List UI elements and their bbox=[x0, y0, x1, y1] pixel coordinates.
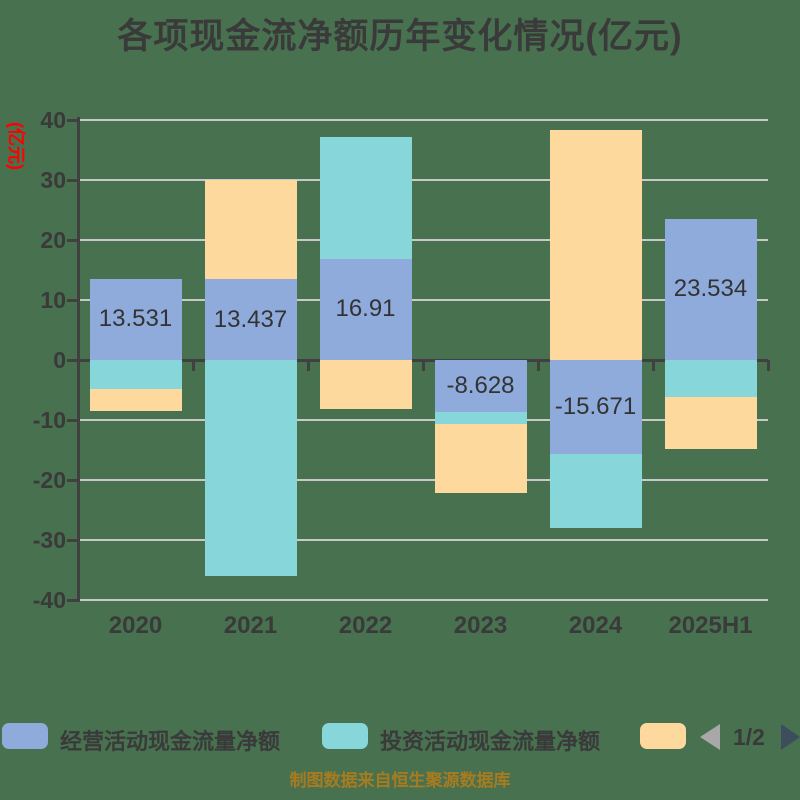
gridline bbox=[78, 419, 768, 421]
bar-2024-series1[interactable] bbox=[549, 360, 642, 455]
gridline bbox=[78, 179, 768, 181]
bar-value-label: 23.534 bbox=[673, 275, 748, 303]
bar-2024-series2[interactable] bbox=[549, 454, 642, 528]
y-axis-tick-label: -30 bbox=[32, 527, 66, 553]
data-source-note: 制图数据来自恒生聚源数据库 bbox=[289, 771, 511, 790]
x-axis-tick bbox=[767, 360, 770, 371]
bar-2021-series2[interactable] bbox=[204, 360, 297, 576]
x-axis-label-2024: 2024 bbox=[568, 612, 623, 639]
bar-2025H1-series1[interactable] bbox=[664, 218, 757, 360]
legend-swatch-financing[interactable] bbox=[640, 723, 686, 749]
bar-2022-series1[interactable] bbox=[319, 258, 412, 360]
legend-page-indicator: 1/2 bbox=[733, 724, 765, 750]
gridline bbox=[78, 539, 768, 541]
y-axis-tick bbox=[67, 359, 77, 362]
bar-2023-series2[interactable] bbox=[434, 411, 527, 424]
bar-2024-series3[interactable] bbox=[549, 129, 642, 360]
bar-2020-series2[interactable] bbox=[89, 360, 182, 390]
x-axis-tick bbox=[652, 360, 655, 371]
bar-value-label: -15.671 bbox=[554, 393, 637, 420]
chart-title: 各项现金流净额历年变化情况(亿元) bbox=[117, 17, 683, 56]
legend-swatch-investing[interactable] bbox=[322, 723, 368, 749]
bar-2020-series1[interactable] bbox=[89, 278, 182, 360]
y-axis-tick bbox=[67, 179, 77, 182]
legend: 经营活动现金流量净额 投资活动现金流量净额 1/2 bbox=[0, 722, 800, 754]
legend-prev-page-icon[interactable] bbox=[700, 724, 720, 750]
bar-2025H1-series2[interactable] bbox=[664, 360, 757, 397]
bar-2025H1-series3[interactable] bbox=[664, 396, 757, 449]
y-axis-tick bbox=[67, 239, 77, 242]
y-axis-tick-label: 40 bbox=[40, 107, 66, 133]
x-axis-tick bbox=[307, 360, 310, 371]
bar-2023-series3[interactable] bbox=[434, 423, 527, 494]
legend-label-operating[interactable]: 经营活动现金流量净额 bbox=[60, 729, 281, 754]
bar-value-label: 13.531 bbox=[98, 305, 173, 333]
legend-swatch-operating[interactable] bbox=[2, 723, 48, 749]
gridline bbox=[78, 299, 768, 301]
bar-2022-series2[interactable] bbox=[319, 136, 412, 259]
y-axis-tick-label: 30 bbox=[40, 167, 66, 193]
x-axis-label-2025H1: 2025H1 bbox=[668, 612, 753, 639]
x-axis-label-2021: 2021 bbox=[223, 612, 278, 639]
y-axis-tick bbox=[67, 419, 77, 422]
y-axis-tick-label: -10 bbox=[32, 407, 66, 433]
x-axis-label-2022: 2022 bbox=[338, 612, 393, 639]
y-axis-tick-label: -20 bbox=[32, 467, 66, 493]
bar-2023-series1[interactable] bbox=[434, 360, 527, 412]
bar-value-label: 13.437 bbox=[213, 305, 288, 333]
bar-2021-series1[interactable] bbox=[204, 279, 297, 360]
x-axis-label-2023: 2023 bbox=[453, 612, 508, 639]
y-axis-tick-label: -40 bbox=[32, 587, 66, 613]
y-axis-tick-label: 10 bbox=[40, 287, 66, 313]
gridline bbox=[78, 239, 768, 241]
x-axis-tick bbox=[537, 360, 540, 371]
bar-2022-series3[interactable] bbox=[319, 360, 412, 409]
y-axis-tick bbox=[67, 539, 77, 542]
x-axis-label-2020: 2020 bbox=[108, 612, 163, 639]
gridline bbox=[78, 119, 768, 121]
legend-next-page-icon[interactable] bbox=[781, 724, 800, 750]
y-axis-tick bbox=[67, 599, 77, 602]
bar-value-label: -8.628 bbox=[446, 371, 515, 399]
legend-label-investing[interactable]: 投资活动现金流量净额 bbox=[380, 729, 601, 754]
bar-2021-series3[interactable] bbox=[204, 180, 297, 280]
y-axis-tick bbox=[67, 479, 77, 482]
x-axis-tick bbox=[192, 360, 195, 371]
x-axis-tick bbox=[422, 360, 425, 371]
bar-2020-series3[interactable] bbox=[89, 389, 182, 411]
y-axis-tick-label: 0 bbox=[53, 347, 66, 373]
gridline bbox=[78, 479, 768, 481]
gridline bbox=[78, 599, 768, 601]
x-axis-tick bbox=[77, 360, 80, 371]
bar-value-label: 16.91 bbox=[335, 295, 396, 323]
y-axis-tick bbox=[67, 299, 77, 302]
y-axis-tick-label: 20 bbox=[40, 227, 66, 253]
y-axis-tick bbox=[67, 119, 77, 122]
